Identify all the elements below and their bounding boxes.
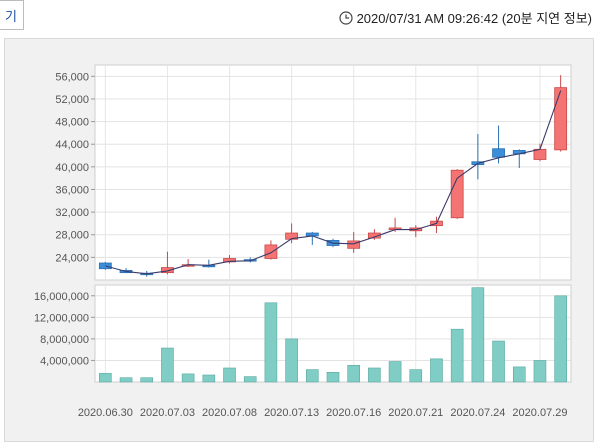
price-y-tick-label: 32,000 [55,207,89,219]
price-line [105,90,562,275]
timestamp-text: 2020/07/31 AM 09:26:42 (20분 지연 정보) [356,11,592,26]
x-tick-label: 2020.07.16 [326,407,381,419]
x-tick-label: 2020.07.24 [450,407,505,419]
volume-bar[interactable] [492,340,505,383]
price-y-tick-label: 36,000 [55,184,89,196]
volume-bar[interactable] [306,369,319,383]
price-plot-area [94,64,572,281]
price-y-tick-label: 28,000 [55,230,89,242]
timestamp: 2020/07/31 AM 09:26:42 (20분 지연 정보) [338,8,592,27]
clock-icon [338,10,353,25]
volume-bar[interactable] [181,373,195,383]
price-y-tick-label: 24,000 [55,252,89,264]
volume-bar[interactable] [223,367,236,383]
volume-bar[interactable] [533,360,547,383]
top-bar: 기 2020/07/31 AM 09:26:42 (20분 지연 정보) [0,0,600,34]
volume-plot-area [94,284,572,383]
candle-body[interactable] [347,240,361,249]
volume-bar[interactable] [368,367,381,383]
x-tick-label: 2020.07.03 [140,407,195,419]
volume-bar[interactable] [140,377,154,383]
stock-chart[interactable]: 24,000 28,000 32,000 36,000 40,000 44,000 48,0… [5,39,595,443]
volume-y-tick-label: 16,000,000 [34,291,89,303]
volume-bar[interactable] [119,377,133,383]
volume-bar[interactable] [409,369,423,383]
stock-chart-panel: 24,000 28,000 32,000 36,000 40,000 44,000 48,0… [4,38,594,442]
price-y-tick-label: 44,000 [55,139,89,151]
volume-bar[interactable] [326,371,340,383]
volume-bar[interactable] [430,358,443,383]
volume-bar[interactable] [243,376,257,383]
candle-body[interactable] [450,169,464,219]
candle-body[interactable] [554,87,568,151]
volume-bar[interactable] [388,361,402,383]
volume-y-tick-label: 8,000,000 [40,334,89,346]
volume-bar[interactable] [264,302,278,383]
volume-bar[interactable] [161,347,174,383]
volume-bar[interactable] [99,373,112,383]
candle-body[interactable] [533,148,547,160]
candle-body[interactable] [264,244,278,259]
x-tick-label: 2020.07.29 [512,407,567,419]
volume-bar[interactable] [285,338,298,383]
volume-bar[interactable] [450,328,464,383]
volume-bar[interactable] [512,366,526,383]
price-y-tick-label: 56,000 [55,71,89,83]
volume-bar[interactable] [347,364,360,383]
volume-bar[interactable] [471,287,485,383]
x-tick-label: 2020.06.30 [78,407,133,419]
candle-body[interactable] [161,267,174,274]
period-tab-button[interactable]: 기 [0,0,24,30]
x-tick-label: 2020.07.21 [388,407,443,419]
price-y-tick-label: 52,000 [55,94,89,106]
candle-body[interactable] [223,258,236,263]
x-tick-label: 2020.07.08 [202,407,257,419]
volume-bar[interactable] [202,374,216,383]
candle-body[interactable] [367,232,381,239]
price-y-tick-label: 48,000 [55,117,89,129]
price-y-tick-label: 40,000 [55,162,89,174]
volume-bar[interactable] [554,295,567,383]
volume-y-tick-label: 4,000,000 [40,355,89,367]
x-tick-label: 2020.07.13 [264,407,319,419]
candle-body[interactable] [492,148,505,158]
volume-y-tick-label: 12,000,000 [34,312,89,324]
